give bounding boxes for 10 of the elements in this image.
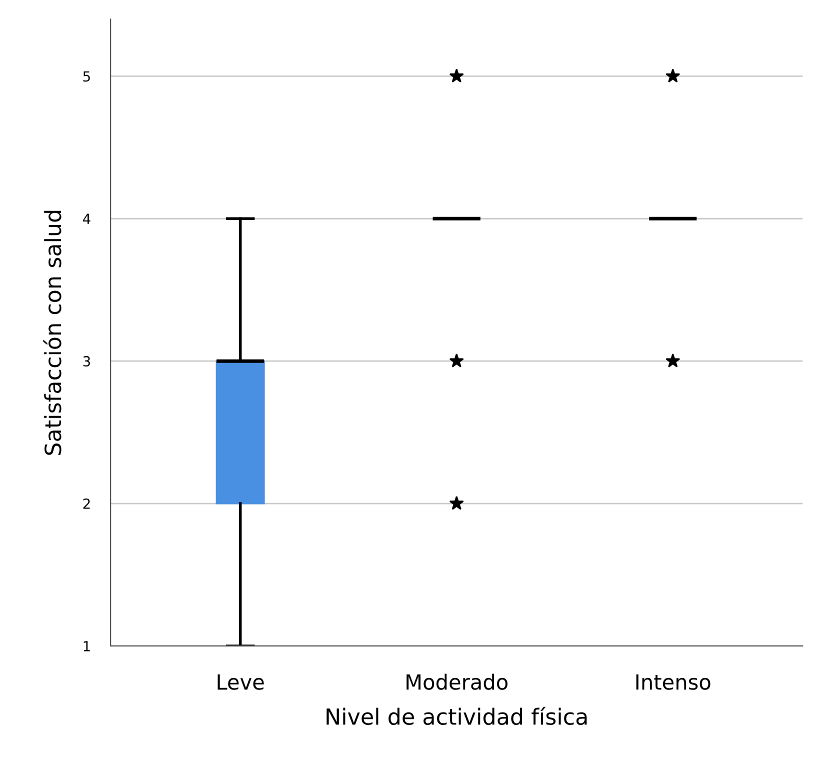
y-tick-label: 3 bbox=[83, 356, 90, 367]
x-tick-label: Moderado bbox=[406, 674, 508, 690]
y-tick-label: 4 bbox=[82, 214, 90, 224]
x-axis-title: Nivel de actividad física bbox=[326, 706, 587, 725]
x-tick-label: Intenso bbox=[636, 674, 710, 690]
y-tick-label: 1 bbox=[84, 641, 90, 652]
y-tick-label: 2 bbox=[83, 498, 90, 509]
y-axis-title: Satisfacción con salud bbox=[43, 210, 62, 455]
y-tick-label: 5 bbox=[83, 71, 90, 82]
x-tick-label: Leve bbox=[218, 674, 264, 690]
